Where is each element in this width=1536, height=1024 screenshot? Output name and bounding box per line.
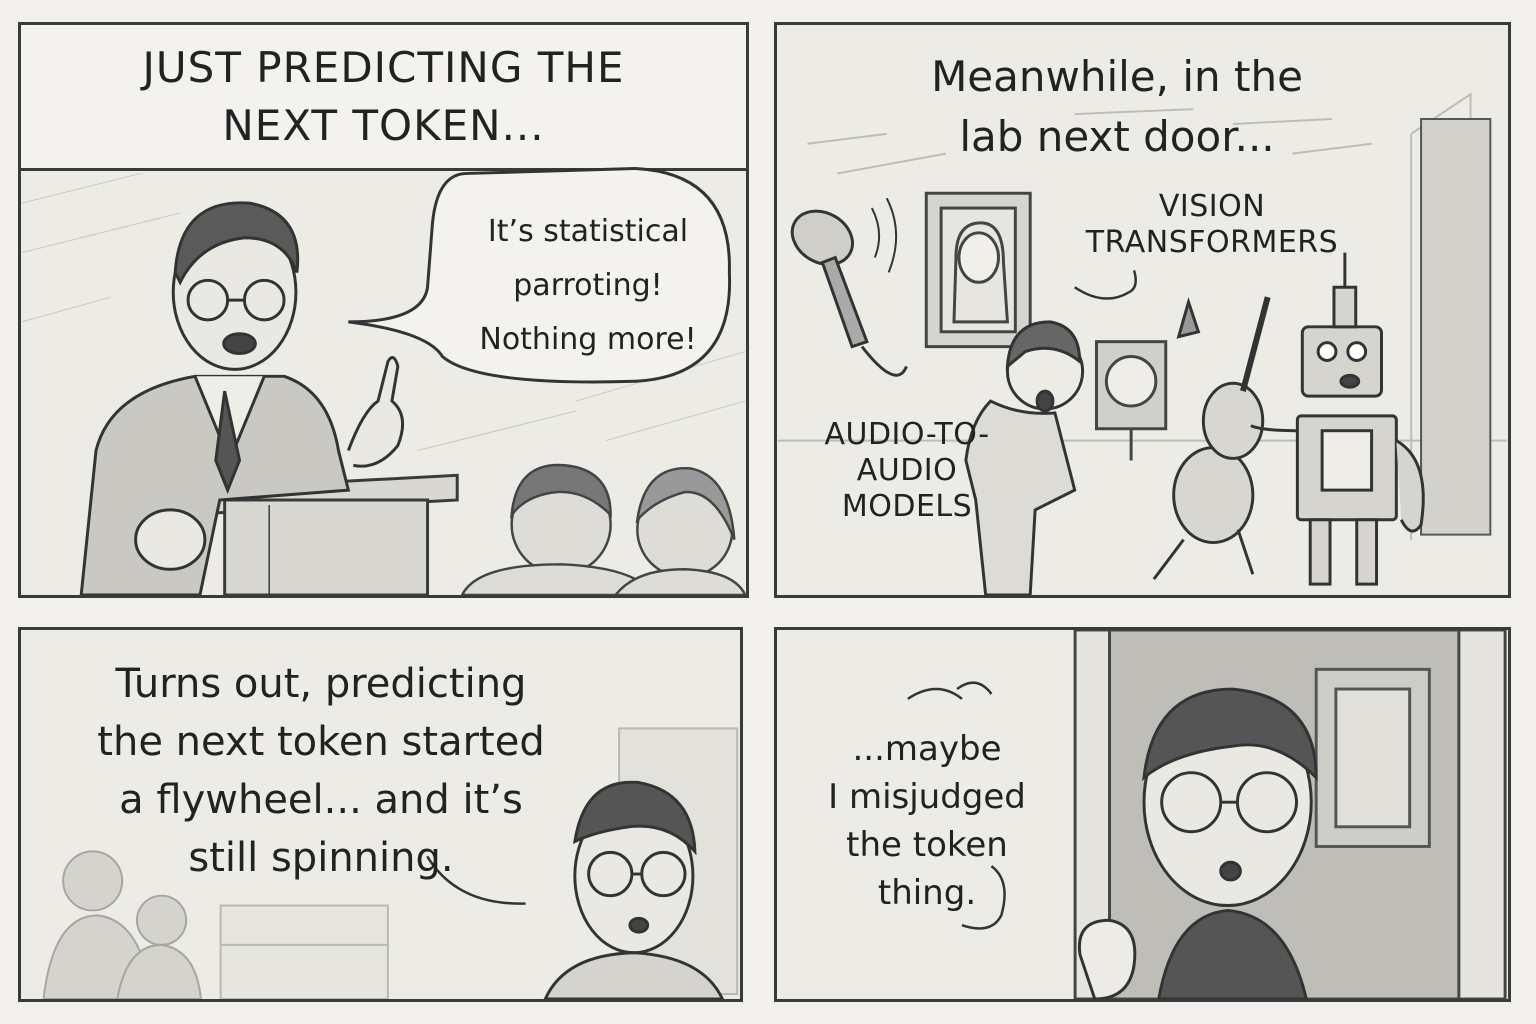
professor-speech: It’s statistical parroting! Nothing more…: [479, 214, 697, 357]
panel-2-caption: Meanwhile, in the lab next door...: [931, 52, 1303, 161]
audience: [460, 463, 746, 595]
screen: [1094, 340, 1168, 461]
scientist: [964, 320, 1085, 595]
panel-3-caption: Turns out, predicting the next token sta…: [97, 661, 545, 881]
microphone-icon: [790, 197, 908, 377]
comic-panel-1: JUST PREDICTING THE NEXT TOKEN...: [18, 22, 749, 598]
man-with-glasses: [543, 780, 725, 999]
background-people: [42, 850, 202, 999]
panel-4-illustration: [907, 630, 1507, 999]
caption-box: JUST PREDICTING THE NEXT TOKEN...: [21, 25, 746, 171]
peeking-man: [1077, 687, 1318, 999]
comic-panel-4: ...maybe I misjudged the token thing.: [774, 627, 1511, 1002]
robot: [1250, 252, 1425, 586]
portrait-frame: [924, 191, 1032, 349]
professor: [79, 201, 405, 595]
panel-3-illustration: [42, 727, 739, 999]
panel-1-caption: JUST PREDICTING THE NEXT TOKEN...: [142, 42, 625, 150]
podium: [178, 473, 459, 595]
comic-panel-3: Turns out, predicting the next token sta…: [18, 627, 743, 1002]
panel-2-illustration: [777, 92, 1508, 595]
panel-4-speech: ...maybe I misjudged the token thing.: [828, 729, 1026, 913]
comic-panel-2: Meanwhile, in the lab next door... VISIO…: [774, 22, 1511, 598]
wall-portrait: [1314, 667, 1431, 848]
violin: [1152, 296, 1271, 581]
panel-1-illustration: [21, 167, 746, 595]
vision-transformers-label: VISION TRANSFORMERS: [1085, 189, 1339, 260]
audio-to-audio-label: AUDIO-TO- AUDIO MODELS: [824, 417, 990, 524]
speech-bubble: [348, 167, 732, 384]
